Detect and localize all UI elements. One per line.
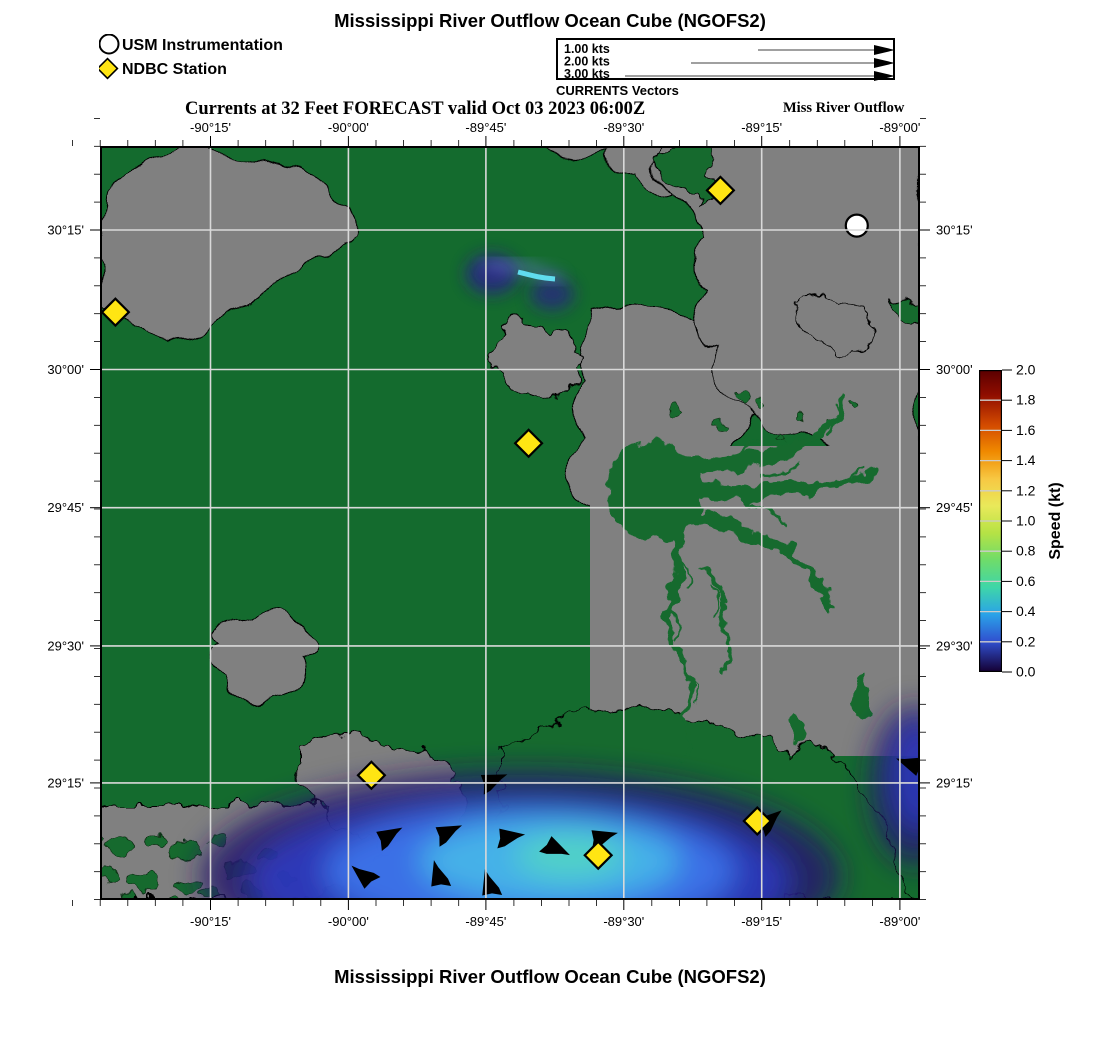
- svg-text:0.0: 0.0: [1016, 664, 1036, 680]
- svg-text:1.4: 1.4: [1016, 452, 1036, 468]
- svg-text:0.4: 0.4: [1016, 603, 1036, 619]
- svg-text:1.0: 1.0: [1016, 513, 1036, 529]
- svg-text:0.8: 0.8: [1016, 543, 1036, 559]
- svg-text:0.2: 0.2: [1016, 633, 1036, 649]
- svg-text:0.6: 0.6: [1016, 573, 1036, 589]
- svg-text:1.6: 1.6: [1016, 422, 1036, 438]
- svg-text:1.8: 1.8: [1016, 392, 1036, 408]
- svg-text:Speed (kt): Speed (kt): [1047, 482, 1064, 559]
- svg-text:2.0: 2.0: [1016, 362, 1036, 378]
- svg-text:1.2: 1.2: [1016, 482, 1036, 498]
